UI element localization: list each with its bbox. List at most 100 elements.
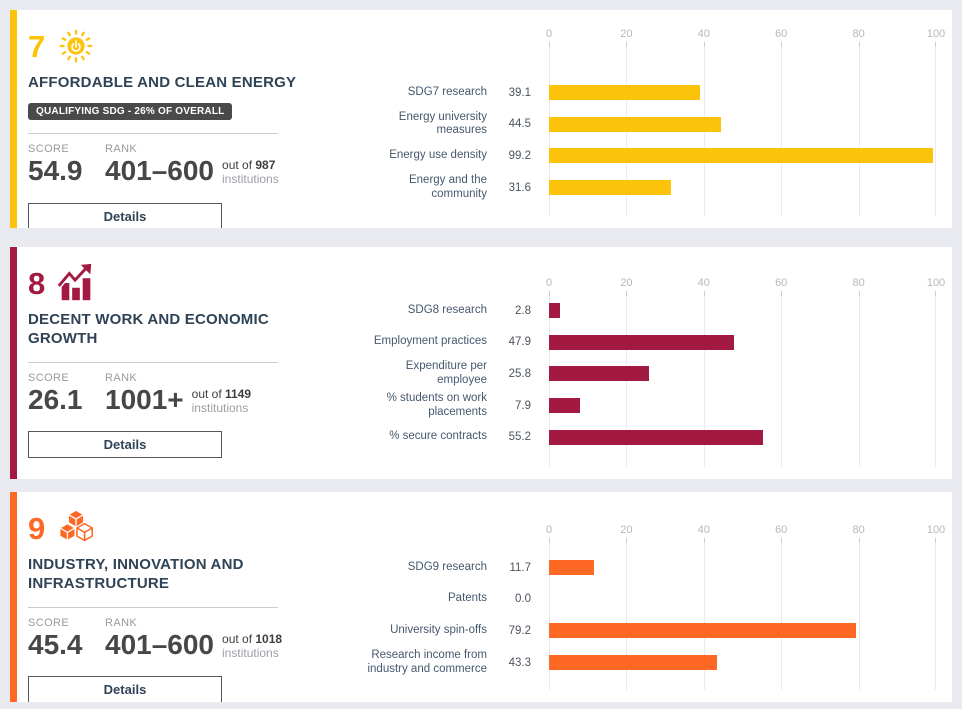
- bar: [549, 655, 717, 671]
- details-button[interactable]: Details: [28, 202, 222, 228]
- details-button[interactable]: Details: [28, 431, 222, 459]
- row-value: 0.0: [515, 593, 531, 606]
- card-title: AFFORDABLE AND CLEAN ENERGY: [28, 74, 297, 91]
- axis-tick-label: 80: [852, 28, 865, 40]
- chart-row: % secure contracts 55.2: [357, 421, 952, 453]
- axis-tick-label: 20: [620, 277, 633, 289]
- row-label: SDG8 research: [407, 303, 487, 316]
- bar: [549, 303, 560, 319]
- rank-label: RANK: [105, 616, 138, 629]
- institutions-label: institutions: [191, 400, 249, 415]
- x-axis: 0 20 40 60 80 100: [545, 524, 945, 538]
- industry-cubes-icon: [55, 507, 97, 549]
- divider: [28, 132, 278, 134]
- axis-tick-label: 0: [545, 28, 553, 40]
- row-label: SDG7 research: [407, 85, 487, 98]
- axis-tick-label: 60: [775, 524, 788, 536]
- bar: [549, 85, 701, 101]
- chart-row: Energy and the community 31.6: [357, 172, 952, 204]
- sdg9-card: 9: [10, 492, 952, 702]
- row-label: Energy use density: [389, 149, 487, 162]
- row-label: Research income from industry and commer…: [367, 648, 487, 675]
- institutions-count: 1149: [225, 386, 252, 401]
- details-button[interactable]: Details: [28, 676, 222, 702]
- row-value: 25.8: [508, 367, 531, 380]
- x-axis: 0 20 40 60 80 100: [545, 277, 945, 291]
- economic-growth-icon: [55, 262, 97, 304]
- institutions-label: institutions: [222, 172, 279, 187]
- sdg9-summary: 9: [17, 492, 357, 702]
- divider: [28, 606, 278, 608]
- sdg8-summary: 8 DECENT WORK AND ECONOMIC GROWTH: [17, 247, 357, 479]
- sdg8-color-stripe: [10, 247, 17, 479]
- bar: [549, 429, 763, 445]
- sdg-number: 7: [28, 28, 46, 64]
- chart-gridlines: [549, 538, 936, 690]
- sdg8-bar-chart: 0 20 40 60 80 100 SDG8 research 2.8 Empl…: [357, 247, 952, 479]
- axis-tick-label: 0: [545, 524, 553, 536]
- chart-row: Energy university measures 44.5: [357, 109, 952, 141]
- out-of-text: out of 987: [222, 157, 276, 172]
- row-label: Patents: [448, 592, 487, 605]
- axis-tick-label: 80: [852, 524, 865, 536]
- bar: [549, 560, 595, 576]
- score-value: 54.9: [28, 154, 83, 186]
- row-value: 2.8: [515, 304, 531, 317]
- axis-tick-label: 60: [775, 277, 788, 289]
- card-title: INDUSTRY, INNOVATION AND INFRASTRUCTURE: [28, 556, 244, 592]
- score-label: SCORE: [28, 616, 70, 629]
- bar: [549, 180, 672, 196]
- axis-tick-label: 100: [926, 28, 946, 40]
- axis-tick-label: 20: [620, 28, 633, 40]
- row-label: Energy university measures: [398, 110, 487, 137]
- row-value: 11.7: [509, 561, 531, 574]
- card-title: DECENT WORK AND ECONOMIC GROWTH: [28, 311, 269, 347]
- bar: [549, 148, 933, 164]
- row-value: 79.2: [508, 624, 531, 637]
- out-of-text: out of 1018: [222, 631, 283, 646]
- row-label: % secure contracts: [389, 430, 487, 443]
- row-value: 31.6: [508, 181, 531, 194]
- sdg8-card: 8 DECENT WORK AND ECONOMIC GROWTH: [10, 247, 952, 479]
- institutions-label: institutions: [222, 645, 279, 660]
- score-value: 45.4: [28, 628, 83, 660]
- qualifying-sdg-badge: QUALIFYING SDG - 26% OF OVERALL: [28, 102, 233, 120]
- axis-tick-label: 40: [697, 277, 710, 289]
- sdg-number: 9: [28, 510, 46, 546]
- axis-tick-label: 40: [697, 524, 710, 536]
- chart-row: Research income from industry and commer…: [357, 647, 952, 679]
- row-label: Employment practices: [373, 335, 487, 348]
- row-value: 55.2: [508, 431, 531, 444]
- rank-value: 401–600: [105, 154, 215, 186]
- bar: [549, 623, 856, 639]
- institutions-count: 1018: [255, 631, 283, 646]
- row-value: 44.5: [508, 118, 531, 131]
- chart-row: Energy use density 99.2: [357, 140, 952, 172]
- sdg7-card: 7: [10, 10, 952, 228]
- chart-row: SDG7 research 39.1: [357, 77, 952, 109]
- chart-row: Employment practices 47.9: [357, 327, 952, 359]
- bar: [549, 116, 722, 132]
- row-value: 7.9: [515, 399, 531, 412]
- row-value: 99.2: [508, 149, 531, 162]
- row-label: University spin-offs: [390, 624, 487, 637]
- row-label: % students on work placements: [386, 391, 487, 418]
- row-label: Energy and the community: [408, 173, 487, 200]
- axis-tick-label: 0: [545, 277, 553, 289]
- sdg9-color-stripe: [10, 492, 17, 702]
- bar: [549, 366, 649, 382]
- axis-tick-label: 20: [620, 524, 633, 536]
- axis-tick-label: 100: [926, 524, 946, 536]
- chart-row: University spin-offs 79.2: [357, 615, 952, 647]
- divider: [28, 361, 278, 363]
- chart-row: % students on work placements 7.9: [357, 390, 952, 422]
- bar: [549, 334, 735, 350]
- sdg9-bar-chart: 0 20 40 60 80 100 SDG9 research 11.7 Pat…: [357, 492, 952, 702]
- row-value: 47.9: [508, 336, 531, 349]
- axis-tick-label: 80: [852, 277, 865, 289]
- sdg7-color-stripe: [10, 10, 17, 228]
- chart-row: Expenditure per employee 25.8: [357, 358, 952, 390]
- score-value: 26.1: [28, 383, 83, 415]
- row-value: 39.1: [508, 86, 531, 99]
